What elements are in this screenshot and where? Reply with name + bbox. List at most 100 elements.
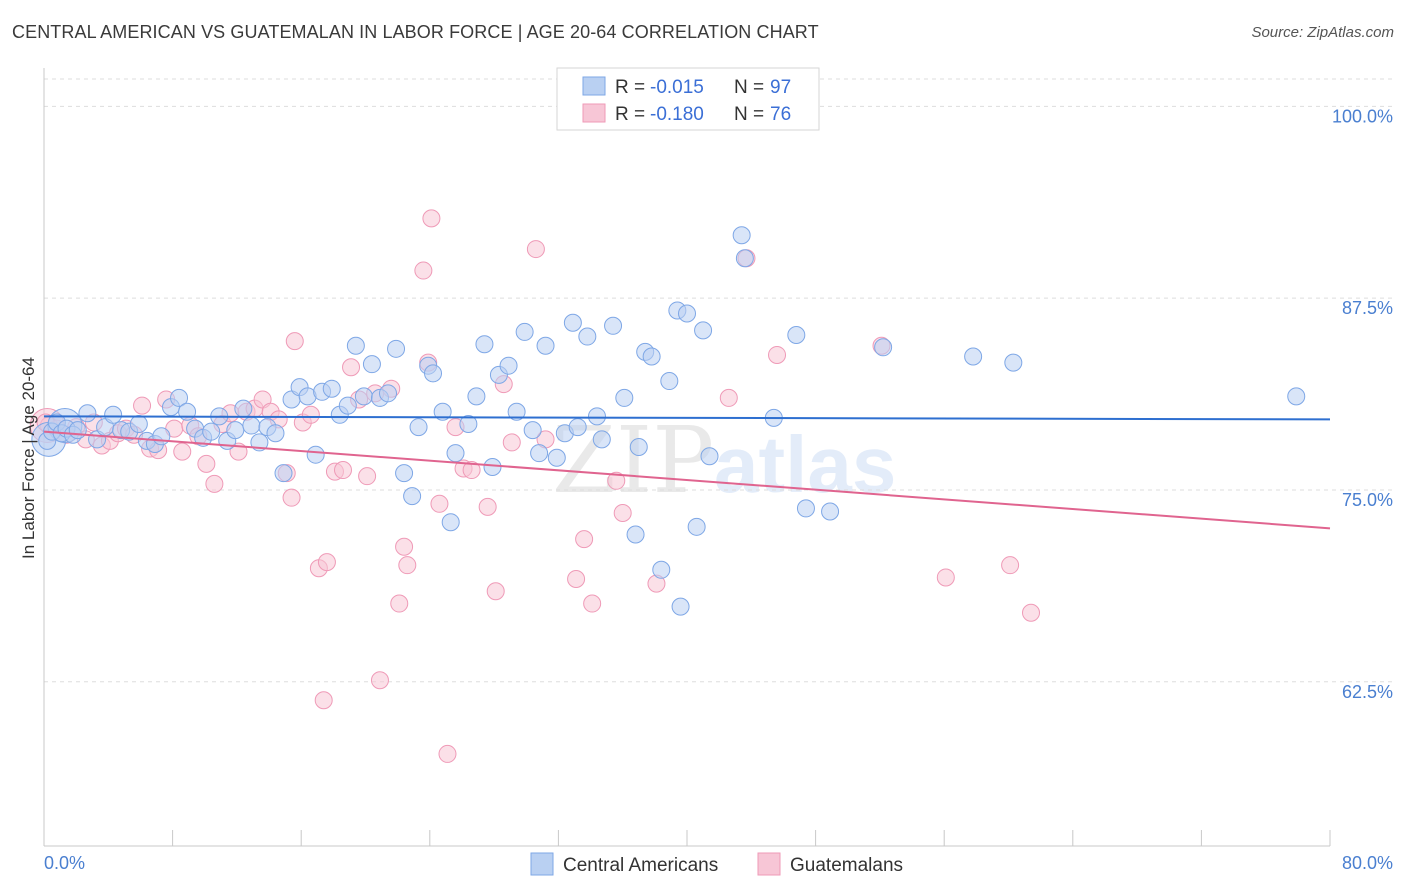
point-central-americans: [507, 402, 526, 421]
point-central-americans: [424, 364, 443, 383]
point-central-americans: [152, 427, 171, 446]
point-guatemalans: [333, 461, 352, 480]
point-central-americans: [104, 405, 123, 424]
point-central-americans: [700, 447, 719, 466]
point-central-americans: [732, 226, 751, 245]
point-central-americans: [568, 418, 587, 437]
point-central-americans: [266, 424, 285, 443]
point-guatemalans: [575, 530, 594, 549]
point-central-americans: [515, 322, 534, 341]
point-central-americans: [587, 407, 606, 426]
point-central-americans: [483, 457, 502, 476]
point-guatemalans: [567, 569, 586, 588]
point-central-americans: [660, 372, 679, 391]
point-central-americans: [874, 338, 893, 357]
legend-r-value-2: -0.180: [650, 104, 704, 125]
point-central-americans: [68, 421, 87, 440]
x-ticks: [43, 830, 1331, 846]
point-central-americans: [1287, 387, 1306, 406]
point-central-americans: [354, 387, 373, 406]
point-guatemalans: [719, 388, 738, 407]
legend-swatch-central-americans: [582, 76, 606, 96]
point-guatemalans: [502, 433, 521, 452]
point-central-americans: [338, 396, 357, 415]
point-guatemalans: [173, 442, 192, 461]
legend-r-label-1: R =: [615, 77, 645, 98]
point-central-americans: [687, 517, 706, 536]
point-guatemalans: [936, 568, 955, 587]
point-central-americans: [787, 326, 806, 345]
point-central-americans: [226, 421, 245, 440]
chart-title: CENTRAL AMERICAN VS GUATEMALAN IN LABOR …: [12, 22, 819, 42]
point-central-americans: [615, 388, 634, 407]
point-central-americans: [530, 444, 549, 463]
legend-swatch-guatemalans: [582, 103, 606, 123]
legend-n-label-2: N =: [734, 104, 764, 125]
point-central-americans: [626, 525, 645, 544]
correlation-legend: R = -0.015 N = 97 R = -0.180 N = 76: [556, 67, 820, 131]
point-guatemalans: [768, 345, 787, 364]
point-central-americans: [642, 347, 661, 366]
point-central-americans: [446, 444, 465, 463]
bottom-legend-swatch-guatemalans: [757, 852, 781, 876]
point-central-americans: [306, 445, 325, 464]
point-central-americans: [821, 502, 840, 521]
legend-r-value-1: -0.015: [650, 77, 704, 98]
point-guatemalans: [613, 504, 632, 523]
point-central-americans: [475, 335, 494, 354]
trend-line-central-americans: [43, 415, 1331, 421]
point-central-americans: [796, 499, 815, 518]
point-central-americans: [129, 415, 148, 434]
point-guatemalans: [342, 358, 361, 377]
y-axis-title: In Labor Force | Age 20-64: [19, 357, 38, 559]
point-guatemalans: [317, 553, 336, 572]
point-guatemalans: [462, 461, 481, 480]
point-central-americans: [433, 402, 452, 421]
trend-lines: [43, 415, 1331, 530]
point-guatemalans: [285, 332, 304, 351]
point-guatemalans: [133, 396, 152, 415]
point-central-americans: [379, 384, 398, 403]
series-legend: Central Americans Guatemalans: [530, 852, 903, 876]
y-tick-labels: 100.0% 87.5% 75.0% 62.5%: [1332, 106, 1393, 701]
point-central-americans: [403, 487, 422, 506]
point-guatemalans: [301, 405, 320, 424]
watermark: ZIP atlas: [552, 407, 896, 514]
point-central-americans: [629, 438, 648, 457]
point-central-americans: [671, 597, 690, 616]
point-central-americans: [346, 336, 365, 355]
point-guatemalans: [370, 671, 389, 690]
point-central-americans: [362, 355, 381, 374]
point-guatemalans: [486, 582, 505, 601]
point-central-americans: [563, 313, 582, 332]
point-central-americans: [387, 339, 406, 358]
legend-n-value-2: 76: [770, 104, 791, 125]
y-tick-label: 62.5%: [1342, 682, 1393, 702]
point-guatemalans: [358, 467, 377, 486]
point-guatemalans: [395, 537, 414, 556]
y-tick-label: 75.0%: [1342, 490, 1393, 510]
point-central-americans: [395, 464, 414, 483]
grid-lines: [44, 78, 1393, 683]
watermark-atlas: atlas: [714, 420, 896, 509]
point-guatemalans: [430, 494, 449, 513]
point-guatemalans: [282, 488, 301, 507]
legend-r-label-2: R =: [615, 104, 645, 125]
point-central-americans: [170, 388, 189, 407]
point-guatemalans: [438, 744, 457, 763]
point-central-americans: [459, 415, 478, 434]
point-central-americans: [735, 249, 754, 268]
point-central-americans: [78, 404, 97, 423]
x-tick-label-min: 0.0%: [44, 853, 85, 873]
bottom-legend-label-guatemalans: Guatemalans: [790, 855, 903, 876]
points-layer: [29, 209, 1306, 763]
point-central-americans: [467, 387, 486, 406]
point-guatemalans: [390, 594, 409, 613]
point-central-americans: [441, 513, 460, 532]
point-central-americans: [322, 379, 341, 398]
point-central-americans: [202, 422, 221, 441]
point-central-americans: [578, 327, 597, 346]
x-tick-label-max: 80.0%: [1342, 853, 1393, 873]
y-tick-label: 87.5%: [1342, 298, 1393, 318]
